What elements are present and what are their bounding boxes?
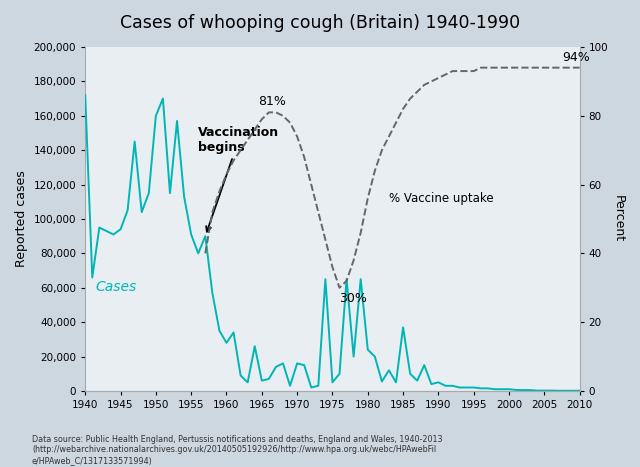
Y-axis label: Reported cases: Reported cases: [15, 170, 28, 267]
Text: 81%: 81%: [259, 95, 286, 108]
Y-axis label: Percent: Percent: [612, 195, 625, 242]
Text: 94%: 94%: [562, 51, 590, 64]
Text: Cases of whooping cough (Britain) 1940-1990: Cases of whooping cough (Britain) 1940-1…: [120, 14, 520, 32]
Text: Cases: Cases: [96, 280, 137, 294]
Text: Data source: Public Health England, Pertussis notifications and deaths, England : Data source: Public Health England, Pert…: [32, 435, 442, 465]
Text: Vaccination
begins: Vaccination begins: [198, 126, 279, 232]
Text: 30%: 30%: [339, 291, 367, 304]
Text: % Vaccine uptake: % Vaccine uptake: [389, 192, 493, 205]
